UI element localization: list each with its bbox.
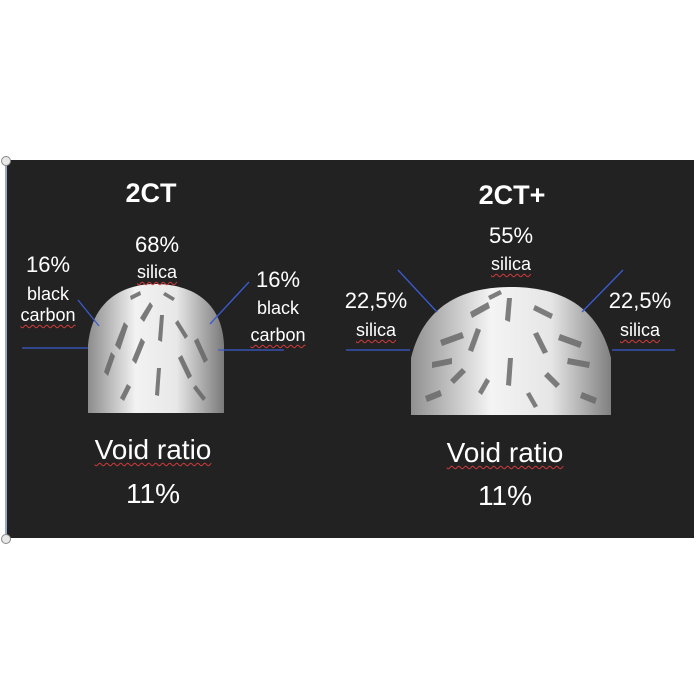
left-side-right-material-line2: carbon (250, 325, 306, 345)
left-center-material: silica (136, 262, 177, 282)
slide-corner-handle-top[interactable] (1, 156, 11, 166)
left-side-left-material-line2: carbon (20, 305, 76, 325)
leader-lines (22, 269, 675, 351)
right-center-percent: 55% (488, 223, 534, 248)
right-side-right-percent: 22,5% (608, 288, 672, 313)
left-center-percent: 68% (134, 232, 180, 257)
left-void-ratio-value: 11% (126, 478, 180, 509)
left-side-left-percent: 16% (25, 252, 71, 277)
slide-corner-handle-bottom[interactable] (1, 534, 11, 544)
slide-edge (5, 160, 7, 538)
right-side-left-material: silica (355, 320, 396, 340)
right-tire-title: 2CT+ (478, 180, 546, 210)
left-side-left-material-line1: black (26, 284, 70, 304)
right-side-right-material: silica (619, 320, 660, 340)
right-tire-image (411, 287, 611, 415)
left-void-ratio-label: Void ratio (94, 434, 212, 465)
right-void-ratio-label: Void ratio (446, 437, 564, 468)
right-void-ratio-value: 11% (478, 480, 532, 511)
left-tire-title: 2CT (125, 178, 177, 208)
right-center-material: silica (490, 254, 531, 274)
right-side-left-percent: 22,5% (344, 288, 408, 313)
left-side-right-percent: 16% (255, 267, 301, 292)
left-side-right-material-line1: black (256, 298, 300, 318)
left-tire-image (88, 284, 224, 413)
